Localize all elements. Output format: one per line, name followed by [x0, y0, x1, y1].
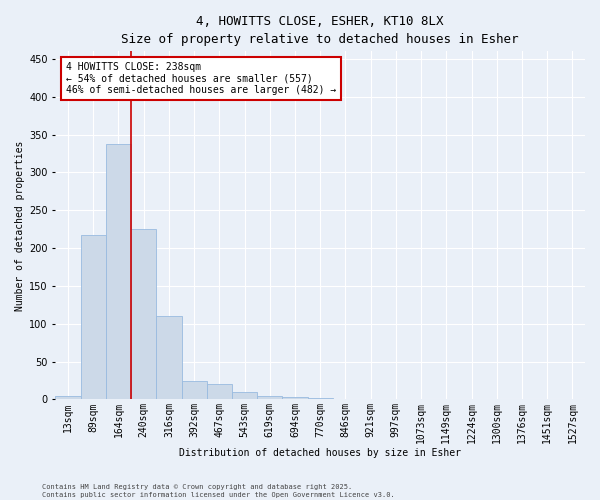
Bar	[383, 398, 409, 400]
X-axis label: Distribution of detached houses by size in Esher: Distribution of detached houses by size …	[179, 448, 461, 458]
Text: Contains HM Land Registry data © Crown copyright and database right 2025.
Contai: Contains HM Land Registry data © Crown c…	[42, 484, 395, 498]
Bar	[157, 316, 182, 400]
Bar	[333, 398, 358, 400]
Text: 4 HOWITTS CLOSE: 238sqm
← 54% of detached houses are smaller (557)
46% of semi-d: 4 HOWITTS CLOSE: 238sqm ← 54% of detache…	[66, 62, 336, 95]
Bar	[106, 144, 131, 400]
Bar	[207, 384, 232, 400]
Title: 4, HOWITTS CLOSE, ESHER, KT10 8LX
Size of property relative to detached houses i: 4, HOWITTS CLOSE, ESHER, KT10 8LX Size o…	[121, 15, 519, 46]
Bar	[308, 398, 333, 400]
Bar	[80, 235, 106, 400]
Bar	[131, 229, 157, 400]
Bar	[182, 380, 207, 400]
Bar	[358, 398, 383, 400]
Bar	[283, 397, 308, 400]
Bar	[257, 396, 283, 400]
Bar	[232, 392, 257, 400]
Bar	[55, 396, 80, 400]
Y-axis label: Number of detached properties: Number of detached properties	[15, 140, 25, 310]
